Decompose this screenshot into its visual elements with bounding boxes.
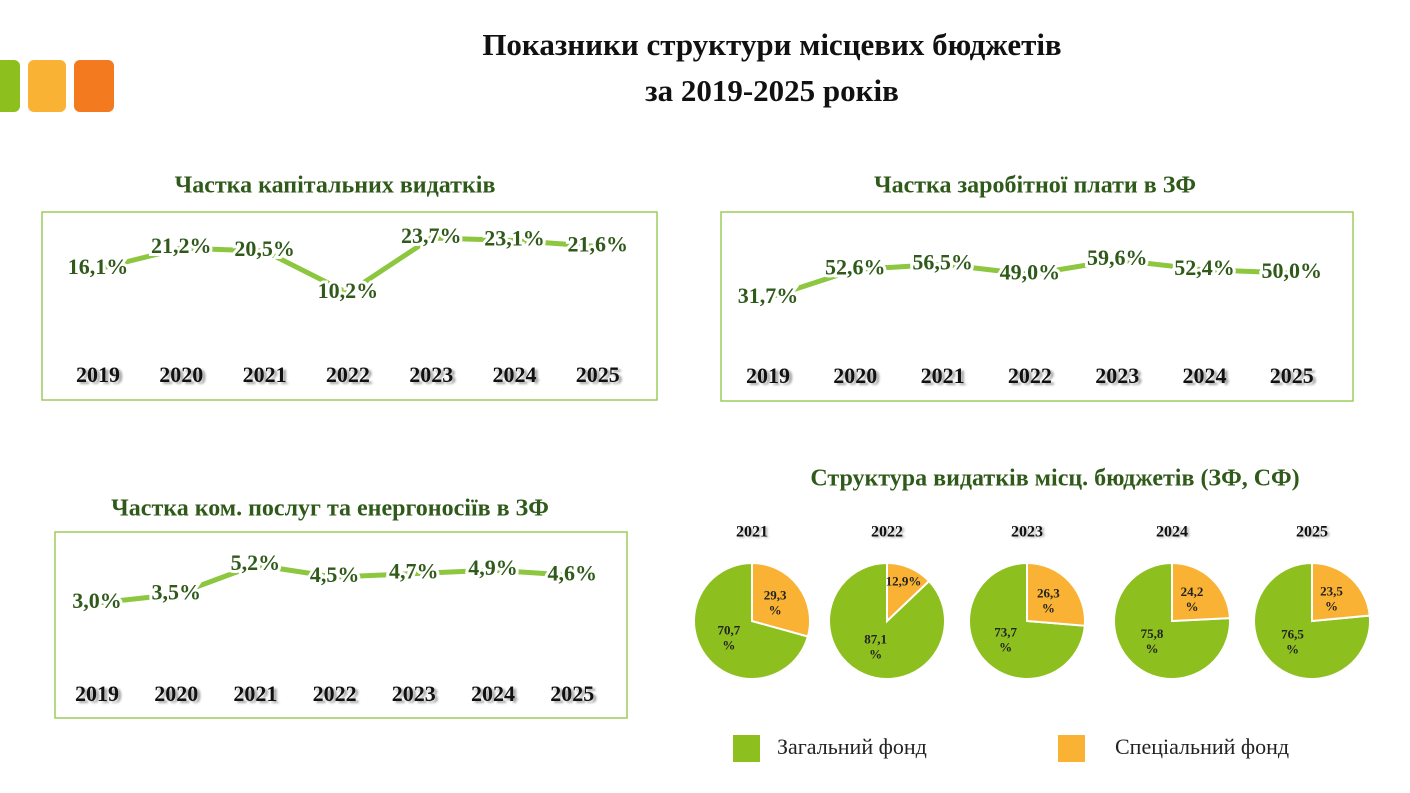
chart-frame [41,211,658,401]
value-label: 4,9% [468,555,518,580]
line [96,562,573,606]
chart-title: Частка ком. послуг та енергоносіїв в ЗФ [111,496,549,522]
x-tick-label: 2019 [75,681,119,706]
x-tick-label: 2020 [154,681,198,706]
value-label: 31,7% [738,283,799,308]
value-label: 5,2% [231,550,281,575]
pie-slice [1311,561,1371,623]
data-label: 75,8% [1141,626,1164,656]
value-label: 21,2% [151,233,212,258]
x-tick-label: 2019 [76,362,120,387]
chart-title: Частка капітальних видатків [175,173,496,199]
value-label: 49,0% [1000,259,1061,284]
value-label: 59,6% [1087,245,1148,270]
value-label: 4,5% [310,562,360,587]
x-tick-label: 2025 [1270,363,1314,388]
x-tick-label: 2025 [550,681,594,706]
x-tick-label: 2022 [1008,363,1052,388]
value-label: 20,5% [234,236,295,261]
title: за 2019-2025 років [645,73,899,108]
data-label: 87,1% [864,632,887,662]
line [767,257,1292,301]
pie-title: 2022 [871,524,903,541]
value-label: 3,0% [72,588,122,613]
value-label: 52,4% [1174,255,1235,280]
value-label: 23,1% [484,225,545,250]
data-label: 24,2% [1181,584,1204,614]
x-tick-label: 2022 [326,362,370,387]
data-label: 73,7% [994,625,1017,655]
data-label: 12,9% [886,574,922,589]
pie-slice [751,561,811,638]
chart-title: Частка заробітної плати в ЗФ [874,173,1196,199]
chart-frame [54,531,628,719]
data-label: 70,7% [718,623,741,653]
x-tick-label: 2023 [1095,363,1139,388]
line [97,235,598,296]
pie-title: 2023 [1011,524,1043,541]
chart-frame [720,211,1354,402]
value-label: 56,5% [912,249,973,274]
pie-slice [1253,561,1371,680]
pie-title: 2024 [1156,524,1188,541]
x-tick-label: 2019 [746,363,790,388]
legend-label: Спеціальний фонд [1115,734,1289,759]
pie-slice [693,561,810,680]
x-tick-label: 2022 [313,681,357,706]
value-label: 4,7% [389,559,439,584]
data-label: 26,3% [1037,585,1060,615]
logo-square [74,60,114,112]
legend-swatch [1058,735,1085,762]
value-label: 21,6% [568,232,629,257]
pie-title: 2025 [1296,524,1328,541]
x-tick-label: 2021 [233,681,277,706]
x-tick-label: 2021 [243,362,287,387]
pie-slice [1171,561,1231,623]
x-tick-label: 2023 [392,681,436,706]
legend-label: Загальний фонд [777,734,927,759]
x-tick-label: 2023 [409,362,453,387]
x-tick-label: 2024 [1183,363,1227,388]
x-tick-label: 2021 [921,363,965,388]
legend-swatch [733,735,760,762]
pie-slice [1026,561,1086,627]
x-tick-label: 2020 [833,363,877,388]
value-label: 4,6% [547,560,597,585]
chart-title: Структура видатків місц. бюджетів (ЗФ, С… [810,466,1299,492]
data-label: 23,5% [1320,584,1343,614]
x-tick-label: 2025 [576,362,620,387]
title: Показники структури місцевих бюджетів [482,27,1061,62]
x-tick-label: 2020 [159,362,203,387]
data-label: 76,5% [1281,626,1304,656]
logo-square [0,60,20,112]
logo-square [28,60,66,112]
x-tick-label: 2024 [471,681,515,706]
pie-title: 2021 [736,524,768,541]
value-label: 50,0% [1262,258,1323,283]
x-tick-label: 2024 [493,362,537,387]
value-label: 16,1% [68,254,129,279]
value-label: 3,5% [151,579,201,604]
value-label: 10,2% [318,278,379,303]
data-label: 29,3% [764,587,787,617]
value-label: 52,6% [825,255,886,280]
pie-slice [886,561,931,624]
value-label: 23,7% [401,223,462,248]
